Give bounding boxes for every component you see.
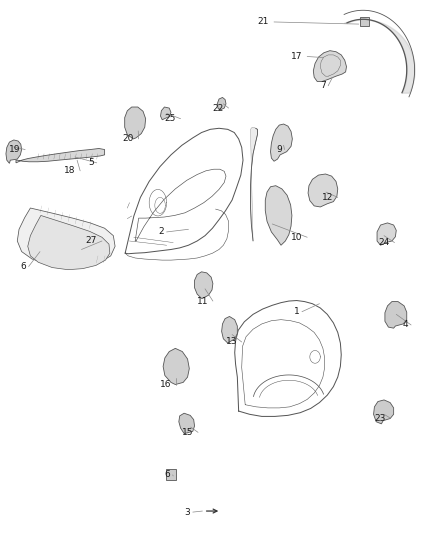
Text: 7: 7 <box>320 81 326 90</box>
Polygon shape <box>194 272 213 298</box>
Polygon shape <box>271 124 292 161</box>
Polygon shape <box>377 223 396 245</box>
Text: 18: 18 <box>64 166 75 175</box>
Text: 5: 5 <box>88 158 94 167</box>
Text: 21: 21 <box>258 18 269 27</box>
Polygon shape <box>374 400 394 424</box>
Polygon shape <box>28 215 110 270</box>
Text: 22: 22 <box>212 103 224 112</box>
Polygon shape <box>163 349 189 384</box>
Text: 13: 13 <box>226 337 237 346</box>
Text: 12: 12 <box>321 193 333 202</box>
Polygon shape <box>385 302 407 328</box>
Text: 3: 3 <box>185 507 191 516</box>
Polygon shape <box>313 51 346 82</box>
Polygon shape <box>217 98 226 110</box>
Text: 20: 20 <box>123 134 134 143</box>
Polygon shape <box>251 127 258 241</box>
Text: 6: 6 <box>165 471 170 479</box>
Text: 15: 15 <box>182 428 193 437</box>
FancyBboxPatch shape <box>166 469 176 480</box>
Polygon shape <box>222 317 237 343</box>
Polygon shape <box>125 107 146 139</box>
Text: 17: 17 <box>291 52 303 61</box>
FancyBboxPatch shape <box>360 17 369 26</box>
Text: 11: 11 <box>197 296 208 305</box>
Text: 9: 9 <box>276 145 282 154</box>
Polygon shape <box>179 413 194 433</box>
Text: 23: 23 <box>374 414 385 423</box>
Polygon shape <box>265 185 292 245</box>
Polygon shape <box>6 140 21 164</box>
Text: 6: 6 <box>21 262 26 271</box>
Polygon shape <box>17 208 115 266</box>
Text: 10: 10 <box>291 233 303 242</box>
Text: 4: 4 <box>403 320 409 329</box>
Polygon shape <box>160 107 171 120</box>
Text: 25: 25 <box>164 114 176 123</box>
Polygon shape <box>308 174 338 207</box>
Text: 19: 19 <box>9 145 21 154</box>
Text: 24: 24 <box>378 238 390 247</box>
Text: 27: 27 <box>86 237 97 246</box>
Text: 16: 16 <box>160 380 172 389</box>
Text: 1: 1 <box>294 307 300 316</box>
Text: 2: 2 <box>159 228 164 237</box>
Polygon shape <box>16 149 105 163</box>
